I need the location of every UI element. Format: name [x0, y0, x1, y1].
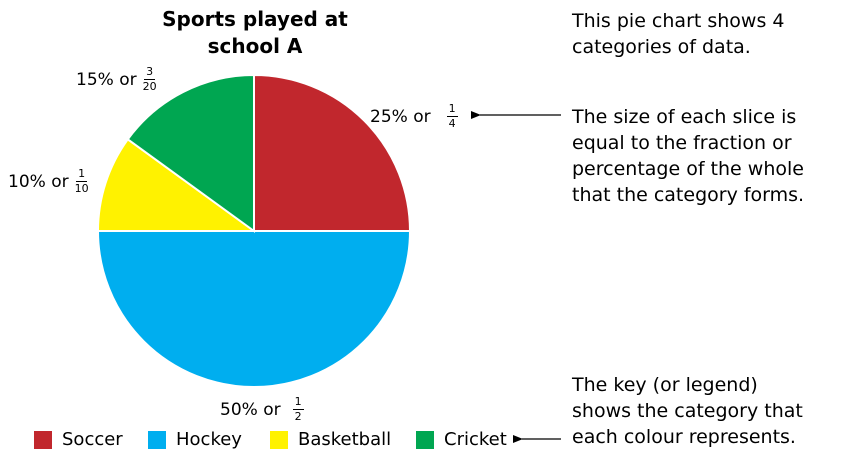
slice-label-soccer-percent: 25% or	[370, 106, 431, 127]
pie-slice-soccer	[253, 73, 412, 232]
legend-label-basketball: Basketball	[298, 429, 392, 450]
annotation-legend-line-2: shows the category that	[572, 400, 803, 422]
legend-item-hockey: Hockey	[148, 429, 242, 451]
legend-item-soccer: Soccer	[34, 429, 123, 451]
slice-label-basketball-fraction: 1 10	[75, 168, 89, 195]
legend-swatch-cricket	[416, 431, 434, 449]
legend-item-basketball: Basketball	[270, 429, 391, 451]
pie-slice-cricket	[126, 73, 255, 233]
slice-label-soccer-numerator: 1	[446, 102, 458, 117]
slice-label-cricket-numerator: 3	[144, 65, 156, 80]
annotation-slice-size: The size of each slice is equal to the f…	[572, 104, 804, 208]
slice-label-soccer-fraction: 1 4	[446, 102, 458, 130]
annotation-legend-line-3: each colour represents.	[572, 426, 796, 448]
chart-title-line-2: school A	[207, 34, 303, 58]
legend-label-hockey: Hockey	[176, 429, 242, 450]
slice-label-hockey-percent: 50% or	[220, 399, 281, 420]
slice-label-basketball-numerator: 1	[76, 167, 88, 182]
legend-swatch-soccer	[34, 431, 52, 449]
chart-title-line-1: Sports played at	[162, 7, 348, 31]
slice-label-basketball-denominator: 10	[74, 182, 89, 195]
annotation-categories: This pie chart shows 4 categories of dat…	[572, 8, 785, 60]
annotation-slice-size-line-3: percentage of the whole	[572, 158, 804, 180]
slice-label-hockey-fraction: 1 2	[292, 395, 304, 423]
slice-label-cricket-denominator: 20	[142, 80, 157, 93]
slice-label-basketball-percent: 10% or	[8, 171, 69, 192]
legend-label-cricket: Cricket	[444, 429, 507, 450]
slice-label-cricket-fraction: 3 20	[143, 66, 157, 93]
annotation-categories-line-2: categories of data.	[572, 36, 751, 58]
slice-label-hockey-numerator: 1	[292, 395, 304, 410]
legend-label-soccer: Soccer	[62, 429, 123, 450]
annotation-categories-line-1: This pie chart shows 4	[572, 10, 785, 32]
pie-slice-basketball	[96, 137, 258, 232]
slice-label-hockey: 50% or 1 2	[220, 396, 304, 423]
annotation-legend: The key (or legend) shows the category t…	[572, 372, 803, 450]
legend-swatch-hockey	[148, 431, 166, 449]
legend-swatch-basketball	[270, 431, 288, 449]
annotation-legend-line-1: The key (or legend)	[572, 374, 758, 396]
slice-label-cricket: 15% or 3 20	[76, 66, 157, 93]
slice-label-soccer: 25% or 1 4	[370, 103, 458, 130]
annotation-slice-size-line-1: The size of each slice is	[572, 106, 797, 128]
annotation-slice-size-line-4: that the category forms.	[572, 184, 805, 206]
slice-label-basketball: 10% or 1 10	[8, 168, 89, 195]
slice-label-cricket-percent: 15% or	[76, 69, 137, 90]
pie-slice-hockey	[96, 230, 412, 388]
legend-item-cricket: Cricket	[416, 429, 507, 451]
slice-label-hockey-denominator: 2	[294, 410, 302, 423]
slice-label-soccer-denominator: 4	[448, 117, 456, 130]
annotation-slice-size-line-2: equal to the fraction or	[572, 132, 792, 154]
chart-title: Sports played at school A	[150, 6, 360, 60]
